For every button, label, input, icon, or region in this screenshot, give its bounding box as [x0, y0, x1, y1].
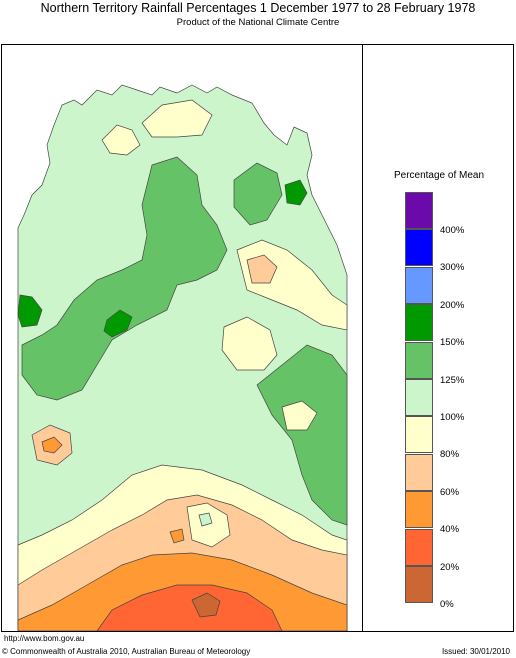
region-125-150-southeast	[256, 344, 348, 526]
legend-label: 200%	[440, 299, 465, 311]
region-0-20-south	[191, 592, 221, 618]
legend-swatch	[405, 453, 433, 491]
rainfall-map	[17, 84, 348, 631]
region-150-200-groote	[284, 179, 308, 206]
legend-swatch	[405, 566, 433, 603]
region-40-60-small	[169, 528, 185, 544]
legend-label: 300%	[440, 262, 465, 274]
region-100-125	[17, 84, 348, 631]
legend-label: 0%	[440, 599, 454, 610]
region-80-100-topright	[141, 99, 213, 138]
legend-label: 80%	[440, 449, 460, 461]
legend-swatch	[405, 379, 433, 416]
map-frame	[1, 44, 514, 632]
footer-copyright: © Commonwealth of Australia 2010, Austra…	[2, 647, 251, 656]
region-100-125-pocket	[198, 512, 213, 527]
legend-label: 400%	[440, 225, 465, 236]
legend-swatch	[405, 192, 433, 229]
footer-issued: Issued: 30/01/2010	[441, 647, 510, 656]
legend-swatch	[405, 229, 433, 267]
region-20-40-south	[96, 584, 283, 631]
legend-swatch	[405, 416, 433, 454]
legend-swatch	[405, 266, 433, 304]
legend-swatch	[405, 528, 433, 566]
region-80-100-pocket	[186, 502, 231, 548]
legend-label: 20%	[440, 561, 460, 573]
legend-divider	[362, 44, 363, 632]
legend-label: 40%	[440, 524, 460, 536]
region-125-150-east	[233, 162, 283, 226]
map-subtitle: Product of the National Climate Centre	[176, 17, 340, 28]
legend-label: 100%	[440, 412, 465, 423]
legend-title: Percentage of Mean	[393, 170, 485, 181]
legend-swatch	[405, 341, 433, 379]
legend-swatch	[405, 304, 433, 342]
legend-label: 125%	[440, 374, 465, 386]
legend-label: 150%	[440, 337, 465, 349]
region-80-100-east	[281, 400, 318, 431]
legend-swatch	[405, 491, 433, 529]
region-80-100-centre	[221, 316, 278, 371]
region-125-150-central	[21, 156, 228, 401]
region-150-200-mid	[103, 309, 133, 338]
region-80-100-north	[101, 124, 141, 156]
footer-url[interactable]: http://www.bom.gov.au	[4, 634, 85, 643]
region-40-60-west-spot	[41, 436, 63, 454]
legend-label: 60%	[440, 486, 460, 498]
region-150-200-west	[17, 294, 43, 328]
region-60-80-east-spot	[246, 254, 278, 284]
map-title: Northern Territory Rainfall Percentages …	[40, 1, 476, 15]
